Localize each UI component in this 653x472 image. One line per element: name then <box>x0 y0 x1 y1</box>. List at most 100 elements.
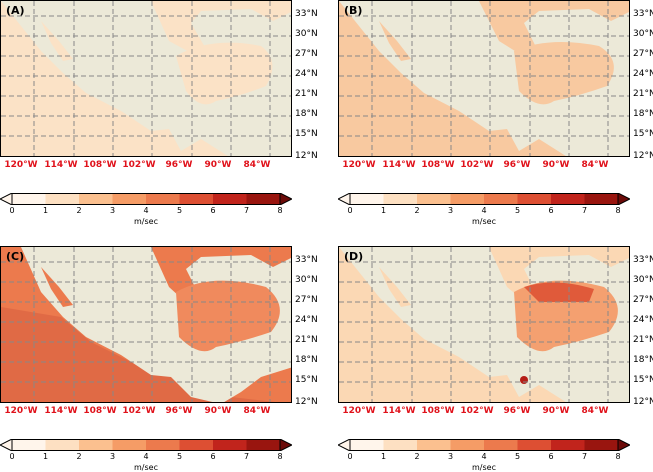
colorbar-tick-label: 8 <box>277 452 283 461</box>
lon-label: 108°W <box>421 160 455 170</box>
colorbar-segment <box>517 193 551 205</box>
lon-label: 114°W <box>44 160 78 170</box>
colorbar-segment <box>383 439 417 451</box>
colorbar-segment <box>79 439 113 451</box>
colorbar-segment <box>45 439 79 451</box>
map-d-svg <box>339 247 629 402</box>
colorbar-segment <box>417 193 451 205</box>
lon-label: 96°W <box>503 160 531 170</box>
lon-label: 114°W <box>382 406 416 416</box>
colorbar-max-arrow <box>617 439 630 451</box>
colorbar-segment <box>146 193 180 205</box>
lat-label: 24°N <box>633 69 653 79</box>
colorbar-tick-label: 5 <box>176 452 183 461</box>
colorbar-max-arrow <box>279 193 292 205</box>
lat-label: 12°N <box>295 397 318 407</box>
lat-label: 30°N <box>633 29 653 39</box>
colorbar-segment <box>112 439 146 451</box>
colorbar-tick-label: 2 <box>76 206 82 215</box>
lon-label: 102°W <box>460 406 494 416</box>
panel-d-label: (D) <box>344 250 364 263</box>
lon-label: 96°W <box>165 160 193 170</box>
colorbar <box>0 193 292 205</box>
colorbar-tick-label: 3 <box>109 206 116 215</box>
colorbar-tick-label: 2 <box>414 206 420 215</box>
lon-label: 84°W <box>243 160 271 170</box>
lat-label: 12°N <box>633 151 653 161</box>
lat-label: 27°N <box>633 295 653 305</box>
colorbar-segment <box>12 439 46 451</box>
colorbar-min-arrow <box>338 193 351 205</box>
lon-label: 84°W <box>243 406 271 416</box>
colorbar-segment <box>45 193 79 205</box>
lon-label: 120°W <box>4 160 38 170</box>
colorbar-tick-label: 1 <box>380 206 387 215</box>
map-a-svg <box>1 1 291 156</box>
lat-label: 21°N <box>295 89 318 99</box>
colorbar-border <box>349 439 619 451</box>
lon-label: 84°W <box>581 406 609 416</box>
colorbar-tick-label: 0 <box>347 452 353 461</box>
colorbar <box>338 193 630 205</box>
colorbar-segment <box>350 439 384 451</box>
colorbar-tick-label: 8 <box>277 206 283 215</box>
colorbar-tick-label: 6 <box>548 452 554 461</box>
colorbar-unit-label: m/sec <box>472 217 496 226</box>
colorbar-segment <box>383 193 417 205</box>
colorbar-tick-label: 7 <box>581 206 588 215</box>
colorbar-segment <box>112 193 146 205</box>
colorbar-segment <box>450 439 484 451</box>
panel-b-label: (B) <box>344 4 363 17</box>
lat-label: 33°N <box>633 9 653 19</box>
colorbar-tick-label: 1 <box>42 206 49 215</box>
lon-label: 90°W <box>204 406 232 416</box>
lat-label: 18°N <box>633 355 653 365</box>
lon-label: 120°W <box>342 406 376 416</box>
colorbar-tick-label: 4 <box>481 452 487 461</box>
colorbar-segment <box>213 193 247 205</box>
colorbar <box>338 439 630 451</box>
colorbar-segment <box>179 439 213 451</box>
colorbar-segment <box>551 439 585 451</box>
colorbar-tick-label: 4 <box>143 206 149 215</box>
colorbar-tick-label: 1 <box>380 452 387 461</box>
panel-c-label: (C) <box>6 250 25 263</box>
lat-label: 12°N <box>295 151 318 161</box>
colorbar-segment <box>146 439 180 451</box>
lon-label: 96°W <box>503 406 531 416</box>
lon-label: 108°W <box>421 406 455 416</box>
lat-label: 30°N <box>295 275 318 285</box>
colorbar-unit-label: m/sec <box>472 463 496 472</box>
lat-label: 24°N <box>295 315 318 325</box>
colorbar-min-arrow <box>338 439 351 451</box>
lat-label: 30°N <box>633 275 653 285</box>
colorbar-segment <box>246 439 280 451</box>
colorbar-tick-label: 7 <box>243 206 250 215</box>
lat-label: 15°N <box>295 129 318 139</box>
lat-label: 21°N <box>633 335 653 345</box>
lat-label: 33°N <box>633 255 653 265</box>
colorbar-segment <box>484 439 518 451</box>
lon-label: 114°W <box>382 160 416 170</box>
colorbar-segment <box>517 439 551 451</box>
map-c: (C) <box>0 246 292 403</box>
colorbar <box>0 439 292 451</box>
colorbar-border <box>11 193 281 205</box>
colorbar-tick-label: 0 <box>347 206 353 215</box>
lat-label: 18°N <box>295 109 318 119</box>
lat-label: 21°N <box>295 335 318 345</box>
colorbar-segment <box>350 193 384 205</box>
lon-label: 102°W <box>122 406 156 416</box>
colorbar-max-arrow <box>617 193 630 205</box>
lon-label: 102°W <box>122 160 156 170</box>
colorbar-tick-label: 8 <box>615 452 621 461</box>
lat-label: 27°N <box>295 295 318 305</box>
lat-label: 21°N <box>633 89 653 99</box>
panel-a-label: (A) <box>6 4 25 17</box>
lat-label: 12°N <box>633 397 653 407</box>
map-c-svg <box>1 247 291 402</box>
lat-label: 30°N <box>295 29 318 39</box>
lat-label: 33°N <box>295 9 318 19</box>
lon-label: 114°W <box>44 406 78 416</box>
colorbar-tick-label: 1 <box>42 452 49 461</box>
